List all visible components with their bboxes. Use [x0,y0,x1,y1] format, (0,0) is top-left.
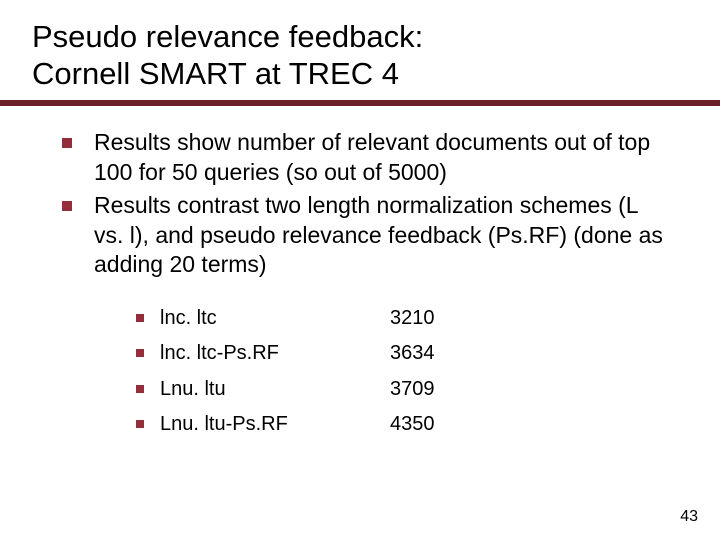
sub-item: Lnu. ltu-Ps.RF 4350 [136,412,666,438]
sub-item: lnc. ltc-Ps.RF 3634 [136,341,666,367]
body: Results show number of relevant document… [24,106,696,438]
square-bullet-icon [62,138,72,148]
sub-item: lnc. ltc 3210 [136,306,666,332]
square-bullet-icon [136,385,144,393]
row-value: 3210 [390,306,435,332]
row-value: 3634 [390,341,435,367]
square-bullet-icon [136,349,144,357]
page-number: 43 [680,508,698,526]
slide: Pseudo relevance feedback: Cornell SMART… [0,0,720,540]
square-bullet-icon [136,314,144,322]
row-label: Lnu. ltu-Ps.RF [160,412,390,438]
square-bullet-icon [62,201,72,211]
row-label: lnc. ltc-Ps.RF [160,341,390,367]
slide-title-line2: Cornell SMART at TREC 4 [32,55,696,92]
row-value: 4350 [390,412,435,438]
square-bullet-icon [136,420,144,428]
bullet-item: Results show number of relevant document… [62,128,666,187]
slide-title-line1: Pseudo relevance feedback: [32,18,696,55]
row-label: lnc. ltc [160,306,390,332]
bullet-text: Results contrast two length normalizatio… [94,191,666,279]
bullet-item: Results contrast two length normalizatio… [62,191,666,279]
row-value: 3709 [390,377,435,403]
sub-item: Lnu. ltu 3709 [136,377,666,403]
title-block: Pseudo relevance feedback: Cornell SMART… [24,18,696,92]
sub-list: lnc. ltc 3210 lnc. ltc-Ps.RF 3634 Lnu. l… [62,284,666,438]
bullet-text: Results show number of relevant document… [94,128,666,187]
row-label: Lnu. ltu [160,377,390,403]
